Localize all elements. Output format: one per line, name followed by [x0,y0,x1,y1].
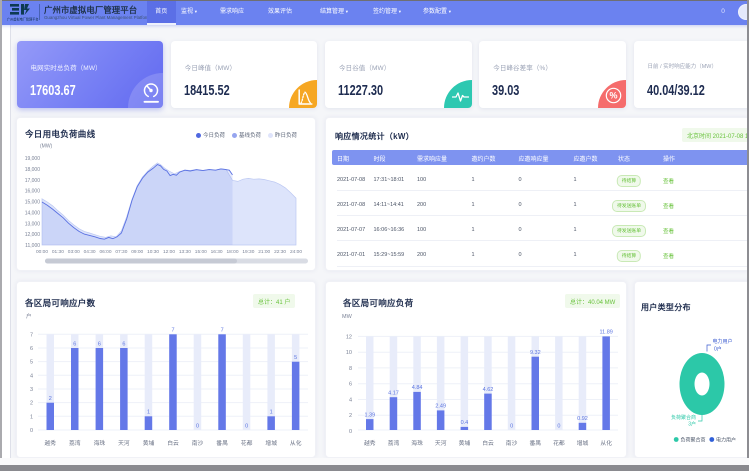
svg-text:01:30: 01:30 [52,249,64,255]
svg-text:6: 6 [98,341,101,347]
svg-text:15:00: 15:00 [195,249,207,255]
svg-text:7: 7 [171,328,174,334]
svg-text:13:30: 13:30 [179,249,191,255]
svg-text:0户: 0户 [714,346,722,353]
svg-text:16:30: 16:30 [211,249,223,255]
svg-text:黄埔: 黄埔 [143,439,155,447]
svg-text:(MW): (MW) [40,144,53,150]
svg-text:0: 0 [30,428,33,434]
svg-text:6: 6 [30,346,33,352]
svg-text:增城: 增城 [577,439,589,447]
svg-text:番禺: 番禺 [529,440,541,447]
svg-text:海珠: 海珠 [94,439,106,447]
svg-text:电力用户: 电力用户 [713,338,733,345]
svg-text:2.49: 2.49 [435,404,446,410]
svg-text:荔湾: 荔湾 [69,439,81,447]
svg-text:19:30: 19:30 [242,249,254,255]
svg-text:09:00: 09:00 [131,249,143,255]
svg-text:增城: 增城 [265,439,277,447]
svg-text:1: 1 [147,410,150,416]
svg-text:07:30: 07:30 [115,249,127,255]
svg-text:越秀: 越秀 [44,439,56,447]
svg-text:MW: MW [342,314,353,320]
svg-text:负荷聚合商: 负荷聚合商 [681,437,706,444]
svg-text:15,000: 15,000 [25,200,41,206]
svg-text:6: 6 [122,341,125,347]
svg-text:海珠: 海珠 [411,439,423,447]
svg-text:3: 3 [30,387,33,393]
svg-text:24:00: 24:00 [290,249,302,255]
svg-text:00:00: 00:00 [36,249,48,255]
svg-text:17,000: 17,000 [25,178,41,184]
svg-text:4: 4 [30,373,33,379]
svg-text:13,000: 13,000 [25,221,41,227]
svg-text:%: % [610,91,618,101]
svg-text:10: 10 [346,350,352,356]
svg-text:10:30: 10:30 [147,249,159,255]
svg-text:16,000: 16,000 [25,189,41,195]
svg-text:12: 12 [346,334,352,340]
svg-text:06:00: 06:00 [99,249,111,255]
svg-text:负荷聚合商: 负荷聚合商 [671,414,696,421]
svg-text:7: 7 [221,328,224,334]
svg-text:0: 0 [510,423,513,429]
svg-text:4.84: 4.84 [412,385,423,391]
svg-text:花都: 花都 [241,439,253,447]
svg-text:2: 2 [349,413,352,419]
svg-text:电力用户: 电力用户 [716,437,736,444]
svg-text:04:30: 04:30 [84,249,96,255]
svg-text:2: 2 [30,401,33,407]
svg-text:18,000: 18,000 [25,167,41,173]
svg-text:0: 0 [196,423,199,429]
svg-text:2: 2 [49,396,52,402]
svg-text:南沙: 南沙 [506,439,518,447]
svg-text:番禺: 番禺 [216,440,228,447]
svg-text:3户: 3户 [688,421,696,428]
svg-text:天河: 天河 [118,439,130,447]
svg-text:白云: 白云 [167,439,179,447]
svg-text:18:00: 18:00 [226,249,238,255]
svg-text:12,000: 12,000 [25,232,41,238]
svg-text:5: 5 [30,360,33,366]
svg-text:11.89: 11.89 [600,330,613,336]
svg-text:从化: 从化 [600,439,612,447]
svg-text:户: 户 [26,312,32,320]
svg-text:6: 6 [73,341,76,347]
svg-text:花都: 花都 [553,439,565,447]
svg-text:4.17: 4.17 [388,391,399,397]
svg-text:南沙: 南沙 [192,439,204,447]
svg-text:从化: 从化 [290,439,302,447]
svg-text:0.4: 0.4 [461,420,469,426]
svg-text:12:00: 12:00 [163,249,175,255]
svg-text:4.62: 4.62 [483,387,494,393]
svg-text:6: 6 [349,382,352,388]
svg-text:0: 0 [557,423,560,429]
svg-text:1: 1 [30,414,33,420]
svg-text:22:30: 22:30 [274,249,286,255]
svg-text:7: 7 [30,332,33,338]
svg-text:1: 1 [270,410,273,416]
svg-text:4: 4 [349,398,352,404]
svg-text:天河: 天河 [435,439,447,447]
svg-text:0: 0 [349,429,352,435]
svg-text:9.32: 9.32 [530,350,541,356]
svg-text:0.92: 0.92 [577,416,588,422]
svg-text:5: 5 [294,355,297,361]
svg-text:0: 0 [245,423,248,429]
svg-text:21:00: 21:00 [258,249,270,255]
svg-text:19,000: 19,000 [25,156,41,162]
svg-text:荔湾: 荔湾 [388,439,400,447]
svg-text:14,000: 14,000 [25,210,41,216]
svg-text:1.39: 1.39 [364,412,375,418]
svg-text:白云: 白云 [482,439,494,447]
svg-text:11,000: 11,000 [25,243,40,249]
svg-text:8: 8 [349,366,352,372]
svg-text:黄埔: 黄埔 [459,439,471,447]
svg-text:03:00: 03:00 [68,249,80,255]
svg-text:越秀: 越秀 [364,439,376,447]
